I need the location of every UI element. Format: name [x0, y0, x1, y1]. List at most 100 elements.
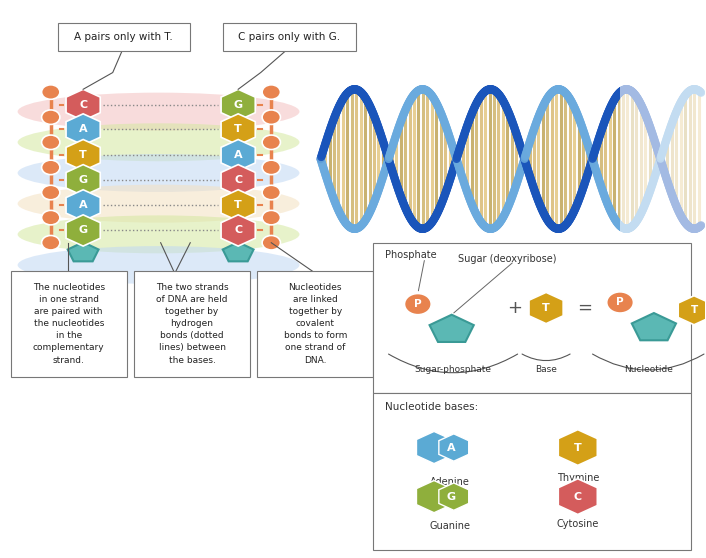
Text: Nucleotide: Nucleotide [624, 365, 673, 374]
Text: C pairs only with G.: C pairs only with G. [238, 32, 340, 42]
Polygon shape [68, 167, 99, 186]
Text: Nucleotides
are linked
together by
covalent
bonds to form
one strand of
DNA.: Nucleotides are linked together by coval… [284, 283, 347, 364]
Polygon shape [66, 165, 100, 196]
Polygon shape [221, 215, 256, 246]
Circle shape [42, 160, 60, 175]
Text: Cytosine: Cytosine [556, 519, 599, 530]
Ellipse shape [18, 215, 299, 253]
Text: T: T [690, 305, 698, 315]
Polygon shape [223, 117, 253, 136]
Text: G: G [446, 492, 455, 502]
Ellipse shape [18, 154, 299, 192]
Polygon shape [66, 140, 100, 171]
Text: C: C [234, 225, 242, 235]
Polygon shape [68, 117, 99, 136]
Polygon shape [223, 217, 253, 236]
Text: A: A [79, 124, 88, 134]
Circle shape [42, 85, 60, 99]
FancyBboxPatch shape [58, 23, 190, 51]
Polygon shape [221, 190, 256, 221]
Polygon shape [68, 141, 99, 160]
Text: T: T [79, 150, 87, 160]
Polygon shape [66, 89, 100, 121]
Ellipse shape [18, 185, 299, 223]
Circle shape [42, 110, 60, 124]
FancyBboxPatch shape [373, 393, 690, 550]
Text: A: A [447, 442, 455, 453]
Polygon shape [66, 114, 100, 145]
Ellipse shape [18, 246, 299, 284]
Ellipse shape [18, 123, 299, 161]
Polygon shape [678, 296, 706, 325]
Circle shape [42, 135, 60, 150]
Polygon shape [223, 242, 253, 261]
Text: Base: Base [535, 365, 557, 374]
Polygon shape [221, 89, 256, 121]
Polygon shape [223, 141, 253, 160]
Polygon shape [417, 431, 452, 464]
Text: Guanine: Guanine [429, 521, 470, 531]
Text: T: T [234, 200, 242, 210]
Text: T: T [234, 124, 242, 134]
Circle shape [262, 185, 280, 200]
FancyBboxPatch shape [223, 23, 356, 51]
Circle shape [405, 294, 431, 315]
Polygon shape [221, 165, 256, 196]
Circle shape [262, 210, 280, 225]
Text: The two strands
of DNA are held
together by
hydrogen
bonds (dotted
lines) betwee: The two strands of DNA are held together… [156, 283, 228, 364]
Polygon shape [66, 190, 100, 221]
Polygon shape [66, 215, 100, 246]
Text: =: = [578, 299, 592, 317]
Text: C: C [234, 175, 242, 185]
Polygon shape [221, 140, 256, 171]
Polygon shape [558, 479, 597, 514]
Circle shape [262, 85, 280, 99]
FancyBboxPatch shape [257, 271, 373, 377]
Text: T: T [574, 442, 582, 453]
Text: Thymine: Thymine [556, 473, 599, 483]
Text: G: G [78, 175, 88, 185]
Text: P: P [414, 299, 421, 309]
Circle shape [262, 160, 280, 175]
Text: A: A [79, 200, 88, 210]
Text: G: G [234, 100, 243, 110]
Circle shape [42, 210, 60, 225]
Text: C: C [79, 100, 88, 110]
Text: Adenine: Adenine [430, 478, 469, 488]
Text: A pairs only with T.: A pairs only with T. [74, 32, 173, 42]
Polygon shape [429, 315, 474, 342]
FancyBboxPatch shape [373, 243, 690, 393]
Bar [620, 78, 705, 240]
Circle shape [262, 110, 280, 124]
Text: A: A [234, 150, 242, 160]
Text: +: + [507, 299, 522, 317]
Text: G: G [78, 225, 88, 235]
Polygon shape [221, 114, 256, 145]
Ellipse shape [18, 93, 299, 131]
Polygon shape [529, 292, 563, 324]
Text: P: P [616, 297, 624, 307]
Text: T: T [542, 303, 550, 313]
Circle shape [606, 292, 633, 313]
Text: Phosphate: Phosphate [385, 250, 437, 260]
Polygon shape [68, 192, 99, 211]
Polygon shape [223, 192, 253, 211]
Text: Sugar-phosphate: Sugar-phosphate [414, 365, 491, 374]
Text: Sugar (deoxyribose): Sugar (deoxyribose) [458, 254, 556, 264]
Polygon shape [417, 480, 452, 513]
Polygon shape [558, 430, 597, 465]
Circle shape [262, 235, 280, 250]
Polygon shape [439, 434, 469, 461]
Text: Nucleotide bases:: Nucleotide bases: [385, 402, 479, 412]
Circle shape [42, 185, 60, 200]
Polygon shape [68, 217, 99, 236]
Circle shape [262, 135, 280, 150]
Text: C: C [574, 492, 582, 502]
Circle shape [42, 235, 60, 250]
Polygon shape [632, 313, 676, 340]
Polygon shape [223, 167, 253, 186]
Polygon shape [439, 483, 469, 510]
FancyBboxPatch shape [134, 271, 250, 377]
Text: The nucleotides
in one strand
are paired with
the nucleotides
in the
complementa: The nucleotides in one strand are paired… [32, 283, 104, 364]
Polygon shape [68, 242, 99, 261]
